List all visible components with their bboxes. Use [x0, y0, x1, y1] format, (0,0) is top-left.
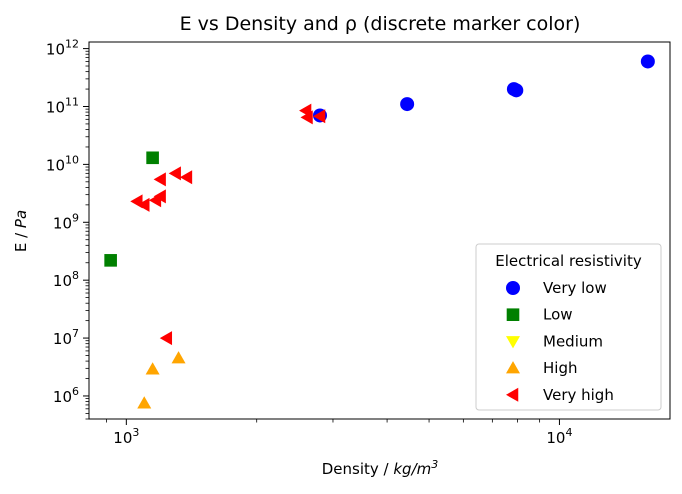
point-very-high — [153, 189, 166, 204]
point-very-high — [159, 331, 173, 346]
legend-marker-low — [506, 308, 520, 321]
point-very-low — [400, 97, 415, 112]
point-high — [145, 362, 160, 375]
point-very-low — [640, 54, 655, 69]
point-very-high — [168, 166, 181, 181]
legend-title: Electrical resistivity — [495, 252, 642, 270]
point-low — [104, 254, 117, 267]
legend-label-very-low: Very low — [543, 279, 607, 297]
x-tick-label: 104 — [546, 426, 572, 447]
y-tick-label: 1010 — [46, 153, 79, 174]
legend-marker-medium — [506, 336, 520, 349]
point-very-high — [179, 170, 193, 185]
point-low — [146, 151, 159, 165]
point-very-high — [137, 197, 150, 212]
x-axis-ticks: 103 104 — [106, 419, 572, 447]
legend-label-very-high: Very high — [543, 386, 614, 404]
y-tick-label: 107 — [53, 327, 79, 348]
point-high — [137, 396, 152, 409]
y-tick-label: 109 — [53, 211, 79, 232]
point-high — [171, 351, 186, 364]
y-axis-ticks: 106 107 108 109 1010 1011 1012 — [46, 38, 89, 420]
plot-area-frame — [88, 41, 671, 420]
y-tick-label: 1012 — [46, 38, 79, 59]
legend: Electrical resistivity Very low Low Medium H… — [475, 243, 662, 411]
legend-marker-very-low — [506, 281, 520, 295]
y-tick-label: 108 — [53, 269, 79, 290]
point-very-high — [300, 110, 313, 125]
y-tick-label: 106 — [53, 385, 79, 406]
legend-marker-high — [506, 361, 520, 374]
legend-box — [475, 243, 662, 411]
data-marks — [104, 54, 655, 409]
legend-label-high: High — [543, 359, 577, 377]
legend-label-low: Low — [543, 306, 573, 324]
legend-label-medium: Medium — [543, 332, 603, 350]
point-very-high — [153, 172, 166, 187]
point-very-high — [312, 109, 326, 124]
point-very-low — [509, 83, 524, 98]
x-axis-label: Density / kg/m3 — [322, 458, 439, 479]
y-tick-label: 1011 — [46, 95, 79, 116]
legend-marker-very-high — [506, 387, 519, 402]
x-tick-label: 103 — [113, 426, 139, 447]
chart-title: E vs Density and ρ (discrete marker colo… — [180, 13, 581, 35]
y-axis-label: E / Pa — [12, 210, 30, 252]
